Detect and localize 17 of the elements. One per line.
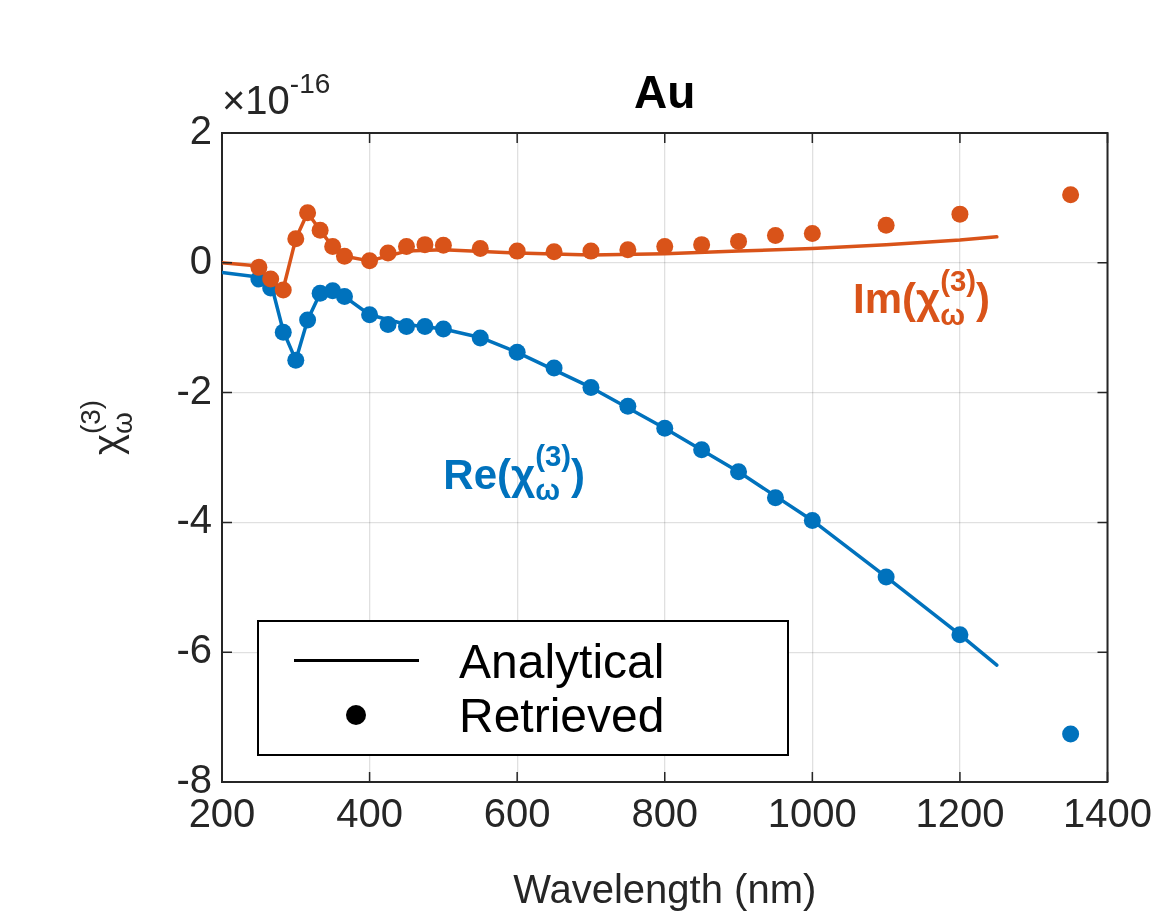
x-tick-label: 800 [631,791,699,836]
y-tick-label: -6 [176,627,212,672]
y-tick-label: 0 [189,237,212,282]
x-tick-label: 1200 [915,791,1005,836]
annotation: Analytical [459,633,665,689]
annotation: Retrieved [459,688,665,743]
y-tick-label: 2 [189,108,212,153]
x-tick-label: 400 [336,791,403,836]
key-box: Analytical Retrieved [257,620,789,756]
y-axis-title: χω(3) [74,399,138,456]
y-tick-label: -2 [176,367,212,412]
x-tick-label: 1000 [767,791,857,836]
chart-title: Au [634,65,696,118]
x-tick-label: 1400 [1063,791,1152,836]
y-tick-label: -4 [176,497,212,542]
x-axis-title: Wavelength (nm) [513,867,817,912]
x-tick-label: 600 [483,791,551,836]
